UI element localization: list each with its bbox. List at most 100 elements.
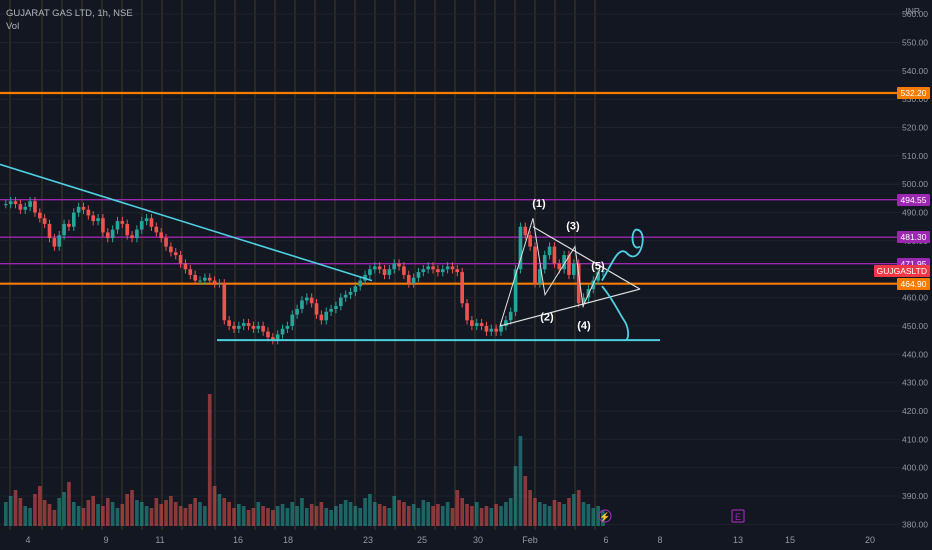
volume-bar: [173, 502, 178, 526]
triangle-upper-line: [532, 226, 641, 290]
candle-body: [406, 274, 411, 284]
candle-body: [426, 266, 431, 270]
candle-body: [329, 308, 333, 312]
volume-bar: [474, 502, 479, 526]
volume-bar: [557, 502, 562, 526]
candle-body: [173, 252, 178, 256]
volume-bar: [212, 486, 217, 526]
candle-body: [8, 201, 13, 205]
volume-bar: [479, 508, 484, 526]
volume-bar: [135, 500, 139, 526]
wave-label: (3): [566, 221, 580, 233]
candle-body: [246, 323, 251, 326]
volume-bar: [450, 508, 455, 526]
price-tag: GUJGASLTD: [873, 264, 930, 277]
candle-body: [280, 328, 285, 335]
candle-body: [572, 263, 576, 275]
volume-bar: [538, 502, 542, 526]
candle-body: [251, 325, 256, 329]
x-tick-label: 11: [155, 535, 164, 545]
volume-bar: [406, 506, 411, 526]
candle-body: [445, 266, 450, 270]
candle-body: [494, 328, 498, 332]
x-tick-label: 6: [603, 535, 608, 545]
candle-body: [217, 283, 222, 285]
y-tick-label: 440.00: [902, 349, 928, 359]
x-tick-label: 30: [473, 535, 483, 545]
candle-body: [198, 280, 202, 282]
y-tick-label: 520.00: [902, 123, 928, 133]
volume-bar: [445, 502, 450, 526]
volume-bar: [159, 504, 163, 526]
volume-bar: [101, 506, 105, 526]
candle-body: [504, 320, 508, 326]
candle-body: [237, 325, 241, 329]
lightning-icon-glyph: ⚡: [599, 511, 610, 523]
candle-body: [455, 269, 460, 273]
candle-body: [421, 269, 426, 273]
volume-bar: [300, 498, 304, 526]
volume-bar: [149, 508, 154, 526]
volume-bar: [290, 502, 295, 526]
currency-label: INR: [905, 6, 920, 16]
volume-bar: [47, 504, 52, 526]
volume-bar: [23, 506, 28, 526]
candle-body: [557, 263, 562, 270]
y-tick-label: 510.00: [902, 151, 928, 161]
volume-bar: [431, 506, 435, 526]
candle-body: [23, 206, 28, 210]
candle-body: [460, 272, 464, 304]
candle-body: [562, 255, 566, 270]
candle-body: [130, 235, 134, 239]
candle-body: [81, 206, 86, 210]
volume-bar: [139, 502, 144, 526]
volume-bar: [494, 504, 498, 526]
y-tick-label: 380.00: [902, 519, 928, 529]
volume-bar: [567, 498, 571, 526]
candle-body: [164, 238, 168, 247]
volume-bar: [581, 502, 586, 526]
volume-bar: [542, 504, 547, 526]
y-tick-label: 420.00: [902, 406, 928, 416]
volume-bar: [319, 502, 324, 526]
earnings-icon[interactable]: [731, 509, 745, 523]
lightning-icon[interactable]: [598, 509, 612, 523]
bullish-projection-path: [601, 228, 644, 282]
candle-body: [518, 226, 523, 270]
volume-bar: [591, 508, 596, 526]
candle-body: [290, 314, 295, 326]
volume-bar: [377, 504, 382, 526]
candle-body: [193, 274, 197, 281]
volume-bar: [392, 496, 397, 526]
candle-body: [76, 206, 81, 213]
candle-body: [212, 280, 217, 284]
candle-body: [300, 300, 304, 309]
volume-bar: [280, 504, 285, 526]
volume-bar: [241, 506, 246, 526]
volume-bar: [314, 506, 319, 526]
symbol-title[interactable]: GUJARAT GAS LTD, 1h, NSE: [6, 8, 133, 19]
candle-body: [431, 266, 435, 270]
candle-body: [52, 238, 57, 247]
candle-body: [241, 323, 246, 326]
volume-bar: [523, 476, 528, 526]
candle-body: [232, 325, 236, 329]
x-tick-label: 20: [865, 535, 875, 545]
volume-indicator-label[interactable]: Vol: [6, 21, 20, 32]
candle-body: [508, 311, 513, 321]
candle-body: [105, 232, 110, 239]
candle-body: [149, 218, 154, 227]
volume-bar: [368, 494, 372, 526]
candle-body: [402, 266, 406, 275]
candle-body: [338, 297, 343, 307]
volume-bar: [271, 510, 275, 526]
volume-bar: [552, 500, 557, 526]
y-tick-label: 390.00: [902, 491, 928, 501]
volume-bar: [436, 504, 440, 526]
candle-body: [542, 255, 547, 270]
candle-body: [309, 297, 314, 304]
price-tag: 494.55: [897, 193, 930, 206]
volume-bar: [207, 394, 212, 526]
candle-body: [596, 272, 600, 281]
